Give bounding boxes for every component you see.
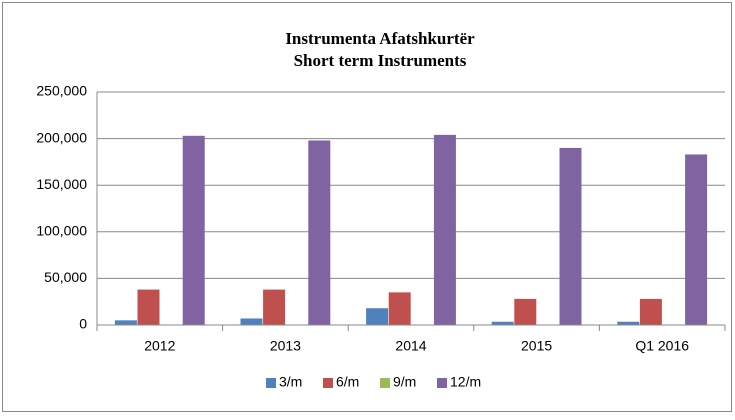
bar (263, 289, 286, 325)
bar (491, 321, 514, 325)
bar (433, 134, 456, 325)
bar (685, 154, 708, 325)
legend-swatch (323, 378, 333, 388)
y-tick-label: 200,000 (36, 129, 87, 145)
bar (137, 289, 160, 325)
chart-title: Instrumenta Afatshkurtër (285, 29, 475, 48)
bar (639, 298, 662, 325)
bar (182, 135, 205, 325)
legend-swatch (380, 378, 390, 388)
y-tick-label: 100,000 (36, 223, 87, 239)
x-tick-label: 2013 (270, 338, 301, 354)
x-tick-label: Q1 2016 (635, 338, 689, 354)
x-tick-label: 2012 (144, 338, 175, 354)
chart-border (2, 2, 732, 412)
bar (308, 140, 331, 325)
legend-swatch (437, 378, 447, 388)
bar (114, 320, 137, 325)
x-tick-label: 2015 (521, 338, 552, 354)
legend-label: 6/m (336, 374, 359, 390)
legend-swatch (266, 378, 276, 388)
bar (559, 147, 582, 325)
bar (240, 318, 263, 325)
bar (366, 308, 389, 325)
bar (514, 298, 537, 325)
chart-subtitle: Short term Instruments (294, 51, 467, 70)
legend-label: 12/m (450, 374, 481, 390)
bar (617, 321, 640, 325)
y-tick-label: 150,000 (36, 176, 87, 192)
x-tick-label: 2014 (395, 338, 426, 354)
legend-label: 3/m (279, 374, 302, 390)
y-tick-label: 250,000 (36, 83, 87, 99)
y-tick-label: 50,000 (44, 269, 87, 285)
y-tick-label: 0 (79, 316, 87, 332)
legend-label: 9/m (393, 374, 416, 390)
bar (388, 292, 411, 325)
